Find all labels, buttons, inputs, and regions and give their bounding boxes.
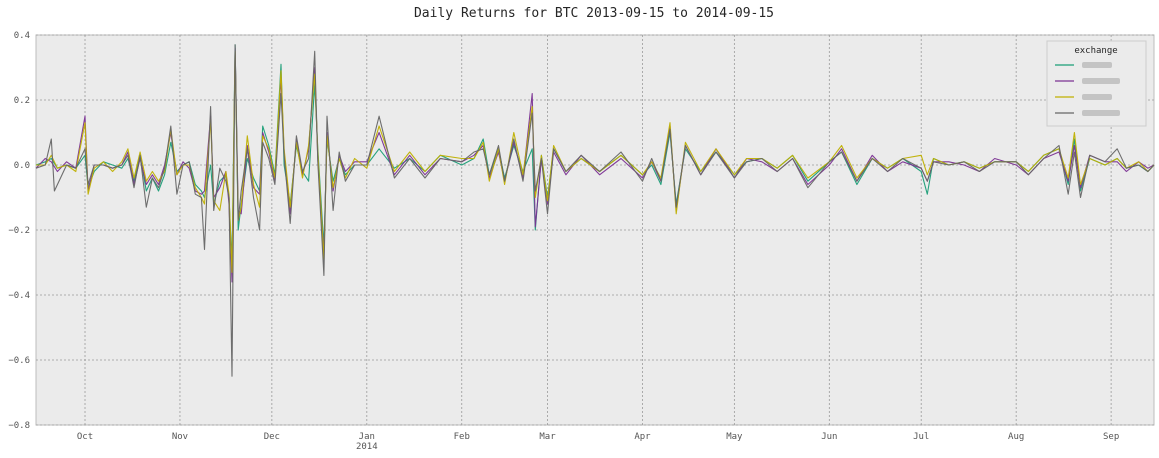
x-tick-label: Oct (77, 432, 93, 442)
x-tick-label: Nov (172, 432, 188, 442)
legend-label-placeholder (1082, 110, 1120, 116)
y-tick-label: 0.4 (14, 31, 30, 41)
series-line-4 (35, 44, 1155, 377)
series-lines (35, 44, 1155, 377)
x-tick-label: Mar (539, 432, 556, 442)
x-tick-label: Jul (913, 432, 929, 442)
x-tick-label: Aug (1008, 432, 1024, 442)
x-tick-label: Feb (454, 432, 470, 442)
legend-title: exchange (1074, 46, 1117, 56)
y-tick-label: −0.4 (8, 291, 30, 301)
y-tick-label: 0.2 (14, 96, 30, 106)
axis-ticks: 0.4 0.2 0.0 −0.2 −0.4 −0.6 −0.8 Oct Nov Dec Jan201… (8, 31, 1119, 452)
plot-area (35, 34, 1155, 426)
chart-title: Daily Returns for BTC 2013-09-15 to 2014… (414, 6, 774, 21)
x-tick-label: Sep (1103, 432, 1119, 442)
x-tick-label: Jan (359, 432, 375, 442)
y-tick-label: 0.0 (14, 161, 30, 171)
series-line-3 (36, 50, 1155, 273)
y-tick-label: −0.2 (8, 226, 30, 236)
legend: exchange (1046, 40, 1147, 127)
legend-label-placeholder (1082, 94, 1112, 100)
x-tick-sublabel: 2014 (356, 442, 378, 452)
y-tick-label: −0.8 (8, 421, 30, 431)
grid-lines (36, 34, 1154, 426)
y-tick-label: −0.6 (8, 356, 30, 366)
legend-label-placeholder (1082, 78, 1120, 84)
x-tick-label: Dec (264, 432, 280, 442)
x-tick-label: Apr (634, 432, 651, 442)
legend-label-placeholder (1082, 62, 1112, 68)
x-tick-label: May (726, 432, 743, 442)
x-tick-label: Jun (821, 432, 837, 442)
legend-items (1055, 62, 1120, 116)
